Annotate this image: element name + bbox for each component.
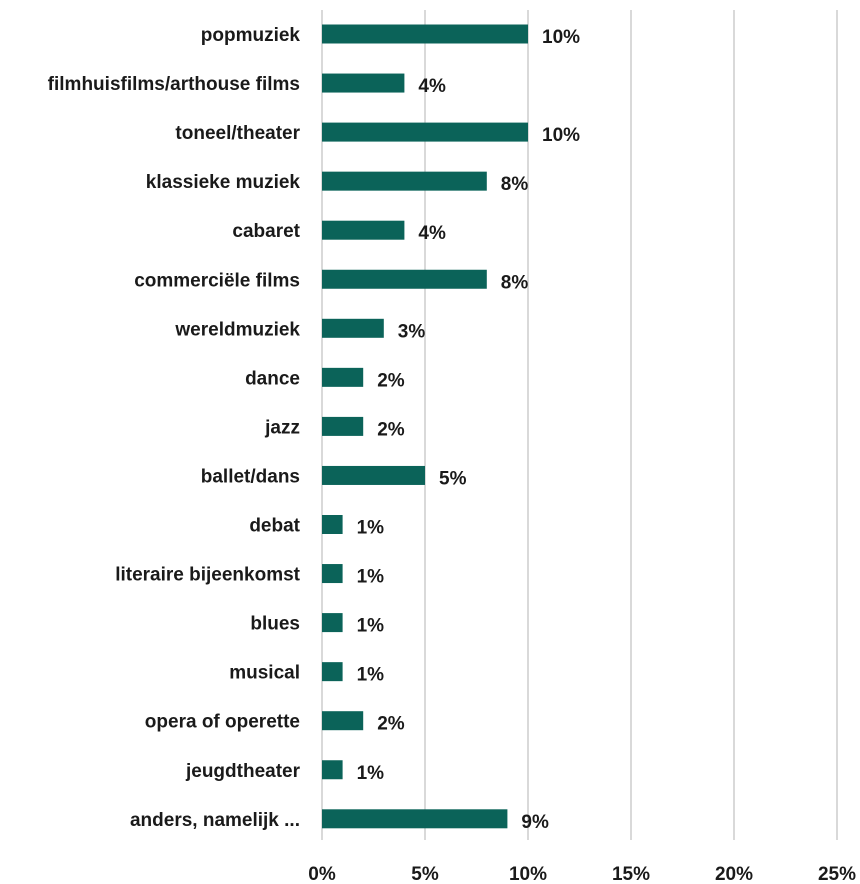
- value-label: 10%: [542, 27, 580, 48]
- x-axis-tick-labels: 0% 5% 10% 15% 20% 25%: [308, 864, 856, 884]
- value-label: 1%: [357, 763, 385, 784]
- value-label: 10%: [542, 125, 580, 146]
- category-label: wereldmuziek: [174, 319, 300, 340]
- bar: [322, 24, 528, 44]
- category-labels: popmuziek filmhuisfilms/arthouse films ton…: [48, 25, 301, 831]
- category-label: debat: [249, 516, 300, 537]
- bar: [322, 564, 343, 584]
- value-label: 2%: [377, 419, 405, 440]
- category-label: jazz: [264, 417, 300, 438]
- bar: [322, 613, 343, 633]
- x-tick-label: 25%: [818, 864, 856, 884]
- value-label: 4%: [418, 76, 446, 97]
- value-labels: 10% 4% 10% 8% 4% 8% 3% 2% 2% 5% 1% 1% 1% 1% 2% 1% 9%: [357, 27, 581, 833]
- x-tick-label: 0%: [308, 864, 336, 884]
- bar: [322, 73, 405, 93]
- category-label: blues: [250, 614, 300, 635]
- value-label: 8%: [501, 174, 529, 195]
- value-label: 3%: [398, 321, 426, 342]
- value-label: 1%: [357, 567, 385, 588]
- value-label: 5%: [439, 468, 467, 489]
- category-label: popmuziek: [201, 25, 301, 46]
- value-label: 4%: [418, 223, 446, 244]
- bar: [322, 318, 384, 338]
- category-label: klassieke muziek: [146, 172, 301, 193]
- value-label: 2%: [377, 370, 405, 391]
- bar: [322, 220, 405, 240]
- value-label: 1%: [357, 616, 385, 637]
- category-label: dance: [245, 368, 300, 389]
- value-label: 1%: [357, 665, 385, 686]
- bar: [322, 367, 364, 387]
- category-label: musical: [229, 663, 300, 684]
- bar: [322, 122, 528, 142]
- x-tick-label: 20%: [715, 864, 753, 884]
- category-label: ballet/dans: [201, 466, 300, 487]
- bar: [322, 416, 364, 436]
- value-label: 8%: [501, 272, 529, 293]
- bar: [322, 711, 364, 731]
- bar: [322, 269, 487, 289]
- value-label: 2%: [377, 714, 405, 735]
- x-tick-label: 10%: [509, 864, 547, 884]
- bar: [322, 515, 343, 534]
- category-label: cabaret: [232, 221, 300, 242]
- bar: [322, 662, 343, 682]
- bar: [322, 171, 487, 191]
- bars: [322, 24, 528, 829]
- category-label: anders, namelijk ...: [130, 810, 300, 831]
- bar: [322, 760, 343, 780]
- category-label: commerciële films: [134, 270, 300, 291]
- bar: [322, 809, 508, 829]
- x-tick-label: 5%: [411, 864, 439, 884]
- category-label: toneel/theater: [175, 123, 300, 144]
- category-label: filmhuisfilms/arthouse films: [48, 74, 300, 95]
- category-label: literaire bijeenkomst: [115, 565, 300, 586]
- category-label: jeugdtheater: [185, 761, 301, 782]
- gridlines: [321, 10, 838, 840]
- category-label: opera of operette: [145, 712, 300, 733]
- bar: [322, 465, 425, 485]
- value-label: 9%: [521, 812, 549, 833]
- value-label: 1%: [357, 518, 385, 539]
- x-tick-label: 15%: [612, 864, 650, 884]
